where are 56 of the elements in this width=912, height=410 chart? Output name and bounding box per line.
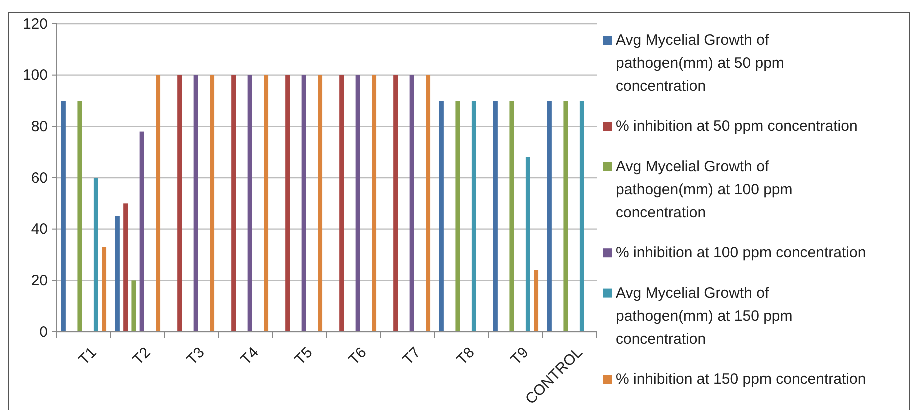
bar [580,101,584,332]
bar [302,75,306,332]
bar [356,75,360,332]
bar [232,75,236,332]
bar [124,204,128,332]
bar [194,75,198,332]
legend-label: Avg Mycelial Growth of pathogen(mm) at 100 ppm concentration [616,158,793,222]
bar [94,178,98,332]
x-tick-label: T1 [76,344,100,369]
bar [410,75,414,332]
x-tick-label: T9 [508,344,532,369]
x-tick-label: T7 [400,344,424,369]
bar [394,75,398,332]
bar [156,75,161,332]
bar [493,101,498,332]
legend-label: % inhibition at 150 ppm concentration [616,371,866,388]
bar [547,101,552,332]
bar [178,75,182,332]
bar [61,101,66,332]
bar [132,280,136,332]
y-tick-label: 120 [22,16,48,33]
bar [426,75,431,332]
bar [372,75,377,332]
bar [248,75,252,332]
bar [472,101,476,332]
bar [115,216,120,332]
bar [564,101,568,332]
x-tick-label: T8 [454,344,478,369]
y-tick-label: 0 [40,324,48,341]
bar [526,157,530,332]
x-tick-label: T3 [184,344,208,369]
bar [510,101,514,332]
y-tick-label: 60 [31,170,48,187]
bar [286,75,290,332]
y-tick-label: 100 [22,67,48,84]
x-tick-label: T6 [346,344,370,369]
x-tick-label: T2 [130,344,154,369]
bar [140,132,144,332]
bar [456,101,460,332]
x-tick-label: T4 [238,344,262,369]
bar [264,75,269,332]
bar [439,101,444,332]
legend-label: Avg Mycelial Growth of pathogen(mm) at 150 ppm concentration [616,284,793,348]
bar [102,247,107,332]
bar [318,75,323,332]
bar [210,75,215,332]
y-tick-label: 80 [31,118,48,136]
legend-label: Avg Mycelial Growth of pathogen(mm) at 50 ppm concentration [616,32,784,95]
x-tick-label: T5 [292,344,316,369]
legend-label: % inhibition at 100 ppm concentration [616,244,866,262]
bar [534,270,539,332]
legend-label: % inhibition at 50 ppm concentration [616,118,858,136]
bar [340,75,344,332]
y-tick-label: 20 [31,272,48,290]
y-tick-label: 40 [31,221,48,238]
bar [78,101,82,332]
